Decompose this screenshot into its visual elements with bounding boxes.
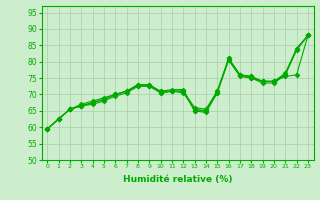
- X-axis label: Humidité relative (%): Humidité relative (%): [123, 175, 232, 184]
